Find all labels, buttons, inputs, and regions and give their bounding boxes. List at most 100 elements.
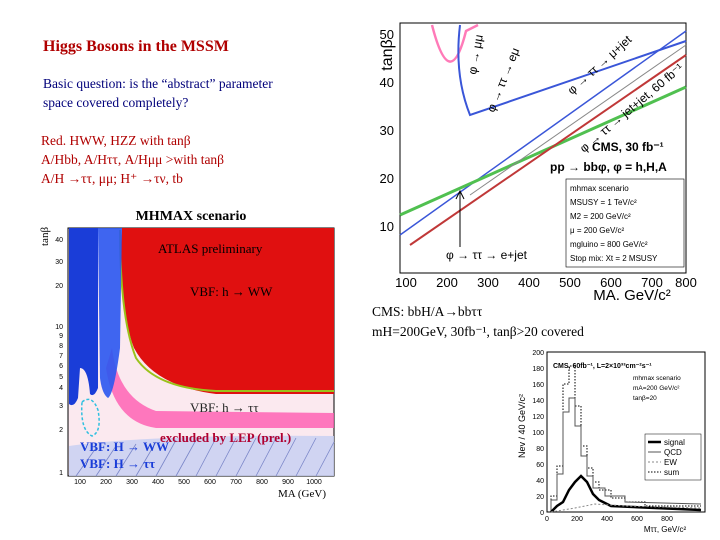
cms-label-lumi: CMS, 30 fb⁻¹ — [592, 140, 664, 154]
cms-x-tick-100: 100 — [395, 275, 417, 290]
hist-y-tick-140: 140 — [532, 398, 544, 405]
question-text: Basic question: is the “abstract” parame… — [43, 74, 343, 112]
hist-y-tick-20: 20 — [536, 494, 544, 501]
cms-contour-x-label: MA, GeV/c² — [593, 287, 671, 300]
atlas-y-tick-4: 4 — [59, 385, 63, 392]
atlas-x-tick-300: 300 — [126, 479, 138, 486]
channel-line-3: A/H →ττ, μμ; H⁺ →τν, tb — [41, 171, 183, 186]
cms-legend-msusy: MSUSY = 1 TeV/c² — [570, 198, 637, 207]
cms-legend-m2: M2 = 200 GeV/c² — [570, 212, 631, 221]
cms-legend-mu: μ = 200 GeV/c² — [570, 226, 625, 235]
atlas-x-tick-500: 500 — [178, 479, 190, 486]
atlas-x-tick-200: 200 — [100, 479, 112, 486]
cms-contour-x-ticks: 100 200 300 400 500 600 700 800 — [395, 275, 697, 290]
atlas-vbf-H-ww-label: VBF: H → WW — [80, 439, 169, 454]
cms-label-ejet: φ → ττ → e+jet — [446, 248, 528, 262]
cms-curve-ejet — [409, 54, 687, 246]
cms-contour-y-label: tanβ — [379, 39, 396, 70]
cms-curve-mujet — [399, 30, 687, 236]
cms-y-tick-10: 10 — [380, 219, 394, 234]
cms-note: CMS: bbH/A→bbττ mH=200GeV, 30fb⁻¹, tanβ>… — [372, 302, 712, 342]
hist-scenario-text: mhmax scenario mA=200 GeV/c² tanβ=20 — [633, 375, 681, 402]
hist-x-tick-400: 400 — [601, 516, 613, 523]
cms-legend-mgluino: mgluino = 800 GeV/c² — [570, 240, 648, 249]
atlas-exclusion-plot: MHMAX scenario tanβ ATLAS preliminary VB… — [39, 209, 335, 500]
atlas-x-tick-900: 900 — [282, 479, 294, 486]
hist-x-tick-0: 0 — [545, 516, 549, 523]
cms-y-tick-30: 30 — [380, 123, 394, 138]
cms-curve-mumu — [430, 23, 479, 63]
channel-line-1: Red. HWW, HZZ with tanβ — [41, 133, 191, 148]
atlas-y-tick-30: 30 — [55, 259, 63, 266]
atlas-lep-label: excluded by LEP (prel.) — [160, 430, 291, 445]
cms-x-tick-400: 400 — [518, 275, 540, 290]
cms-y-tick-40: 40 — [380, 75, 394, 90]
question-line-2: space covered completely? — [43, 95, 189, 110]
hist-x-tick-800: 800 — [661, 516, 673, 523]
cms-x-tick-800: 800 — [675, 275, 697, 290]
cms-y-tick-50: 50 — [380, 27, 394, 42]
atlas-plot-title: MHMAX scenario — [136, 209, 247, 224]
cms-label-mumu: φ → μμ — [465, 33, 486, 75]
atlas-preliminary-label: ATLAS preliminary — [158, 241, 263, 256]
cms-legend-text: mhmax scenario MSUSY = 1 TeV/c² M2 = 200… — [570, 184, 658, 263]
cms-legend-stop: Stop mix: Xt = 2 MSUSY — [570, 254, 658, 263]
cms-contour-y-ticks: 50 40 30 20 10 — [380, 27, 394, 234]
atlas-y-tick-20: 20 — [55, 283, 63, 290]
hist-y-label: Nev / 40 GeV/c² — [517, 394, 527, 458]
hist-x-ticks: 0 200 400 600 800 — [545, 516, 673, 523]
cms-note-line-2: mH=200GeV, 30fb⁻¹, tanβ>20 covered — [372, 324, 584, 339]
cms-mass-histogram: Nev / 40 GeV/c² CMS, 60fb⁻¹, L=2×10³³cm⁻… — [517, 350, 706, 534]
cms-contour-plot: tanβ 50 40 30 20 10 100 200 300 400 500 … — [379, 22, 697, 300]
atlas-vbf-ww-label: VBF: h → WW — [190, 284, 273, 299]
hist-y-tick-180: 180 — [532, 366, 544, 373]
atlas-y-tick-40: 40 — [55, 237, 63, 244]
atlas-x-tick-700: 700 — [230, 479, 242, 486]
atlas-magenta-band — [106, 348, 334, 428]
cms-y-tick-20: 20 — [380, 171, 394, 186]
atlas-x-tick-100: 100 — [74, 479, 86, 486]
cms-x-tick-600: 600 — [600, 275, 622, 290]
atlas-x-tick-1000: 1000 — [306, 479, 322, 486]
hist-y-tick-200: 200 — [532, 350, 544, 357]
atlas-red-region — [120, 228, 334, 394]
atlas-x-tick-800: 800 — [256, 479, 268, 486]
atlas-y-tick-7: 7 — [59, 353, 63, 360]
atlas-blue-region — [69, 228, 98, 406]
hist-legend-sum: sum — [664, 468, 679, 477]
cms-legend-box — [565, 178, 685, 268]
atlas-x-ticks: 100 200 300 400 500 600 700 800 900 1000 — [74, 479, 322, 486]
cms-arrow-icon — [455, 189, 465, 247]
atlas-y-tick-5: 5 — [59, 374, 63, 381]
hist-x-tick-600: 600 — [631, 516, 643, 523]
hist-title: CMS, 60fb⁻¹, L=2×10³³cm⁻²s⁻¹ — [553, 363, 652, 370]
hist-y-ticks: 200 180 160 140 120 100 80 60 40 20 0 — [532, 350, 544, 517]
cms-legend-scenario: mhmax scenario — [570, 184, 629, 193]
hist-y-tick-0: 0 — [540, 510, 544, 517]
channel-list: Red. HWW, HZZ with tanβ A/Hbb, A/Hττ, A/… — [41, 131, 341, 188]
hist-y-tick-100: 100 — [532, 430, 544, 437]
hist-scenario: mhmax scenario — [633, 375, 681, 382]
hist-signal-line — [550, 474, 702, 513]
hist-y-tick-80: 80 — [536, 446, 544, 453]
hist-legend-ew: EW — [664, 458, 677, 467]
cms-label-process: pp → bbφ, φ = h,H,A — [550, 160, 667, 174]
atlas-cyan-contour — [80, 398, 100, 437]
hist-mA: mA=200 GeV/c² — [633, 385, 680, 392]
atlas-y-tick-8: 8 — [59, 343, 63, 350]
atlas-y-tick-1: 1 — [59, 470, 63, 477]
cms-note-line-1: CMS: bbH/A→bbττ — [372, 304, 483, 319]
atlas-y-tick-2: 2 — [59, 427, 63, 434]
hist-x-tick-200: 200 — [571, 516, 583, 523]
atlas-x-tick-400: 400 — [152, 479, 164, 486]
hist-tanb: tanβ=20 — [633, 395, 657, 402]
cms-x-tick-200: 200 — [436, 275, 458, 290]
atlas-y-ticks: 40 30 20 10 9 8 7 6 5 4 3 2 1 — [55, 237, 63, 477]
atlas-lep-hatch — [75, 437, 335, 477]
hist-legend-signal: signal — [664, 438, 685, 447]
hist-x-label: Mττ, GeV/c² — [644, 525, 687, 534]
question-line-1: Basic question: is the “abstract” parame… — [43, 76, 273, 91]
atlas-x-tick-600: 600 — [204, 479, 216, 486]
atlas-y-tick-9: 9 — [59, 333, 63, 340]
cms-curve-jetjet — [399, 85, 687, 217]
